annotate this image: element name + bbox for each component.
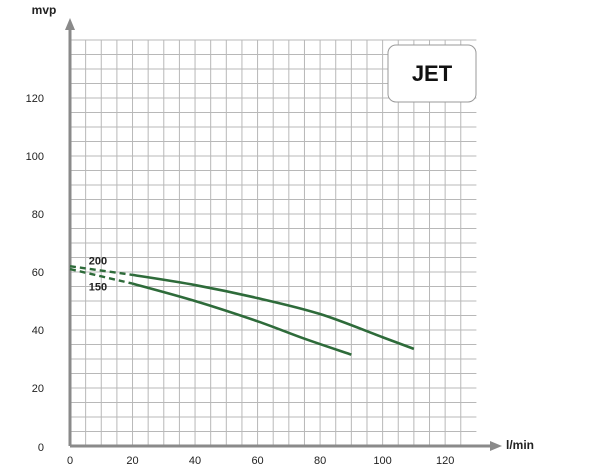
series-200-dashed: [69, 265, 133, 277]
axes: [65, 18, 502, 451]
x-tick-label: 120: [436, 455, 454, 467]
x-axis-label: l/min: [506, 438, 534, 452]
y-axis-arrow: [65, 18, 75, 30]
series-label-200: 200: [89, 256, 107, 268]
y-tick-label: 60: [32, 267, 44, 279]
x-axis-arrow: [490, 441, 502, 451]
x-tick-label: 20: [126, 455, 138, 467]
grid: [70, 39, 477, 446]
y-tick-label: 80: [32, 209, 44, 221]
y-tick-label: 0: [38, 442, 44, 454]
series-200-line: [132, 273, 415, 351]
x-tick-label: 80: [314, 455, 326, 467]
y-tick-label: 120: [26, 93, 44, 105]
series-150-line: [132, 282, 352, 356]
x-tick-label: 60: [251, 455, 263, 467]
chart-title: JET: [412, 61, 453, 86]
title-box: [387, 44, 477, 103]
y-axis-label: mvp: [32, 3, 57, 17]
x-tick-label: 0: [67, 455, 73, 467]
tick-labels: 0 20 40 60 80 100 120 0 20 40 60 80 100 120: [26, 93, 455, 467]
y-tick-label: 40: [32, 325, 44, 337]
y-tick-label: 20: [32, 383, 44, 395]
x-tick-label: 40: [189, 455, 201, 467]
series-group: 200 150: [69, 256, 415, 356]
x-tick-label: 100: [373, 455, 391, 467]
y-tick-label: 100: [26, 151, 44, 163]
series-150-dashed: [69, 267, 133, 285]
series-label-150: 150: [89, 281, 107, 293]
